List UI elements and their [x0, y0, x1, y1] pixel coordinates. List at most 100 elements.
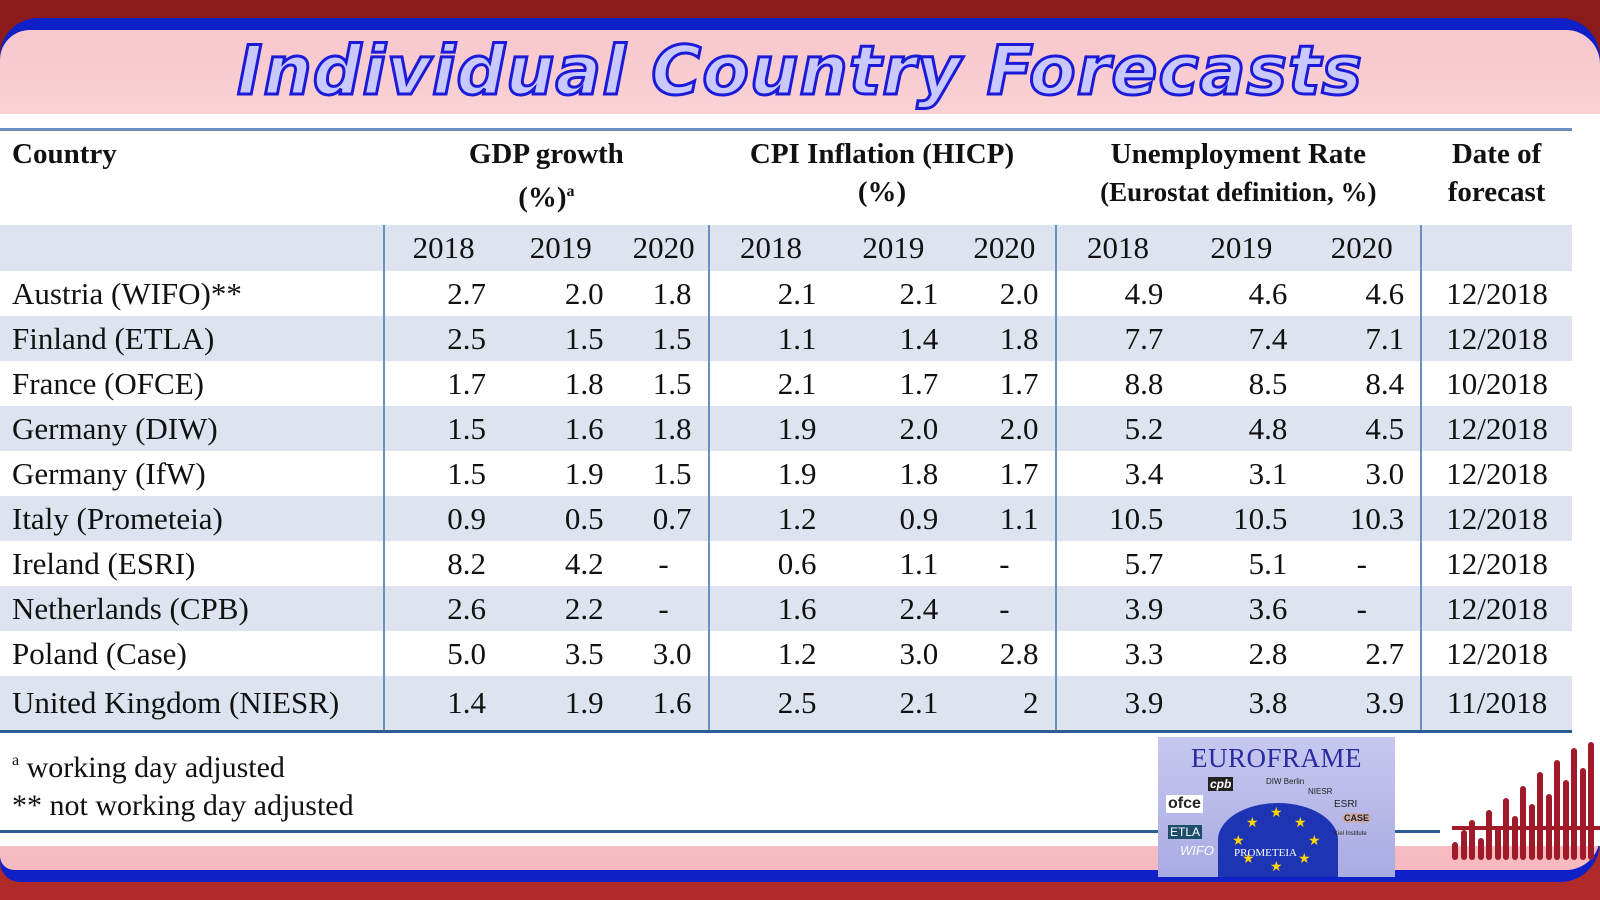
- gdp-cell: 1.9: [564, 455, 604, 491]
- table-row: Ireland (ESRI) 8.2 4.2-0.6 1.1-5.7 5.1-12/20…: [0, 541, 1572, 586]
- star-icon: ★: [1298, 852, 1311, 867]
- year-header: 2018: [708, 225, 833, 271]
- cpi-cell: 1.7: [954, 451, 1057, 496]
- country-cell: Austria (WIFO)**: [0, 271, 386, 316]
- gdp-cell: -: [619, 586, 710, 631]
- cpi-cell: 2.0: [954, 406, 1057, 451]
- gdp-cell: 1.8: [564, 365, 604, 401]
- decorative-bars: [1452, 740, 1600, 860]
- unemp-cell: 3.8: [1179, 676, 1304, 733]
- cpi-cell: 1.6: [708, 586, 833, 631]
- star-icon: ★: [1232, 834, 1245, 849]
- table-row: Austria (WIFO)** 2.7 2.0 1.8 2.1 2.1 2.0 4.9 4.6…: [0, 271, 1572, 316]
- gdp-cell: -: [619, 541, 710, 586]
- logo-label: WIFO: [1180, 843, 1214, 858]
- cpi-cell: 0.6: [777, 545, 817, 581]
- cpi-cell: 2.4: [832, 586, 955, 631]
- gdp-cell: 1.4: [384, 676, 502, 733]
- logo-title: EUROFRAME: [1190, 743, 1363, 773]
- country-cell: United Kingdom (NIESR): [0, 676, 386, 733]
- unemp-cell: 4.6: [1303, 271, 1423, 316]
- star-icon: ★: [1294, 816, 1307, 831]
- unemp-cell: 3.4: [1124, 455, 1164, 491]
- cpi-cell: 2.1: [777, 275, 817, 311]
- star-icon: ★: [1270, 806, 1283, 821]
- unemp-cell: 7.7: [1055, 316, 1180, 361]
- gdp-cell: 4.2: [564, 545, 604, 581]
- star-icon: ★: [1308, 834, 1321, 849]
- unemp-cell: 4.8: [1179, 406, 1304, 451]
- header-country: Country: [0, 129, 385, 225]
- country-cell: Germany (DIW): [0, 406, 386, 451]
- gdp-cell: 1.5: [501, 316, 620, 361]
- cpi-cell: 1.1: [954, 496, 1057, 541]
- gdp-cell: 1.5: [384, 406, 502, 451]
- decorative-bar: [1452, 842, 1458, 860]
- star-icon: ★: [1246, 816, 1259, 831]
- cpi-cell: 2.1: [777, 365, 817, 401]
- cpi-cell: 1.1: [708, 316, 833, 361]
- logo-label: PROMETEIA: [1234, 847, 1297, 859]
- unemp-cell: 3.9: [1303, 676, 1423, 733]
- cpi-cell: 2.1: [899, 275, 939, 311]
- footnotes: a working day adjusted ** not working da…: [12, 742, 354, 825]
- unemp-cell: -: [1303, 586, 1423, 631]
- decorative-bar: [1537, 772, 1543, 860]
- cpi-cell: 2.0: [954, 271, 1057, 316]
- year-header: 2018: [384, 225, 502, 271]
- table-row: Netherlands (CPB) 2.6 2.2-1.6 2.4-3.9 3.6-12…: [0, 586, 1572, 631]
- cpi-cell: 1.8: [899, 455, 939, 491]
- gdp-cell: 1.7: [447, 365, 486, 401]
- decorative-bar: [1571, 748, 1577, 860]
- table-row: Germany (IfW) 1.5 1.9 1.5 1.9 1.8 1.7 3.4 3.1 3.0…: [0, 451, 1572, 496]
- slide-title: Individual Country Forecasts: [236, 31, 1364, 113]
- date-cell: 12/2018: [1421, 496, 1572, 541]
- cpi-cell: 3.0: [899, 635, 939, 671]
- unemp-cell: 5.7: [1124, 545, 1164, 581]
- unemp-cell: -: [1303, 541, 1423, 586]
- forecast-table: Country GDP growth (%)a CPI Inflation (H…: [0, 128, 1572, 733]
- star-icon: ★: [1270, 860, 1283, 875]
- country-cell: Netherlands (CPB): [0, 586, 386, 631]
- unemp-cell: 3.9: [1055, 676, 1180, 733]
- header-date: Date of forecast: [1421, 129, 1572, 225]
- unemp-cell: 3.6: [1179, 586, 1304, 631]
- country-cell: Ireland (ESRI): [0, 541, 386, 586]
- gdp-cell: 1.8: [619, 271, 710, 316]
- unemp-cell: 10.5: [1055, 496, 1180, 541]
- cpi-cell: 2: [954, 676, 1057, 733]
- gdp-cell: 1.5: [619, 361, 710, 406]
- gdp-cell: 1.5: [619, 316, 710, 361]
- logo-label: ETLA: [1168, 825, 1203, 839]
- table-row: Finland (ETLA) 2.5 1.5 1.5 1.1 1.4 1.8 7.7 7.4 7.…: [0, 316, 1572, 361]
- cpi-cell: 2.1: [832, 676, 955, 733]
- logo-label: ESRI: [1334, 799, 1358, 810]
- date-cell: 12/2018: [1446, 455, 1548, 491]
- gdp-cell: 1.6: [619, 676, 710, 733]
- date-cell: 12/2018: [1446, 275, 1548, 311]
- cpi-cell: 1.2: [777, 635, 817, 671]
- eu-flag-icon: [1218, 803, 1338, 877]
- year-header: 2020: [1303, 225, 1423, 271]
- date-cell: 12/2018: [1421, 586, 1572, 631]
- year-header: 2019: [501, 225, 620, 271]
- unemp-cell: 3.1: [1248, 455, 1288, 491]
- date-cell: 11/2018: [1421, 676, 1572, 733]
- date-cell: 12/2018: [1421, 316, 1572, 361]
- decorative-bar: [1469, 820, 1475, 860]
- unemp-cell: 10.5: [1179, 496, 1304, 541]
- country-cell: Germany (IfW): [0, 451, 386, 496]
- year-header-empty: [0, 225, 386, 271]
- country-cell: France (OFCE): [0, 361, 386, 406]
- cpi-cell: -: [954, 586, 1057, 631]
- decorative-bar: [1528, 804, 1535, 860]
- unemp-cell: 3.3: [1124, 635, 1164, 671]
- logo-label: NIESR: [1308, 787, 1333, 796]
- cpi-cell: 2.0: [832, 406, 955, 451]
- table-row: Germany (DIW) 1.5 1.6 1.8 1.9 2.0 2.0 5.2 4.8 4.5…: [0, 406, 1572, 451]
- footnote-b: ** not working day adjusted: [12, 789, 354, 822]
- table-row: Italy (Prometeia) 0.9 0.5 0.7 1.2 0.9 1.1 10.5 1…: [0, 496, 1572, 541]
- unemp-cell: 3.0: [1303, 451, 1423, 496]
- cpi-cell: 1.4: [832, 316, 955, 361]
- logo-label: CASE: [1342, 813, 1372, 823]
